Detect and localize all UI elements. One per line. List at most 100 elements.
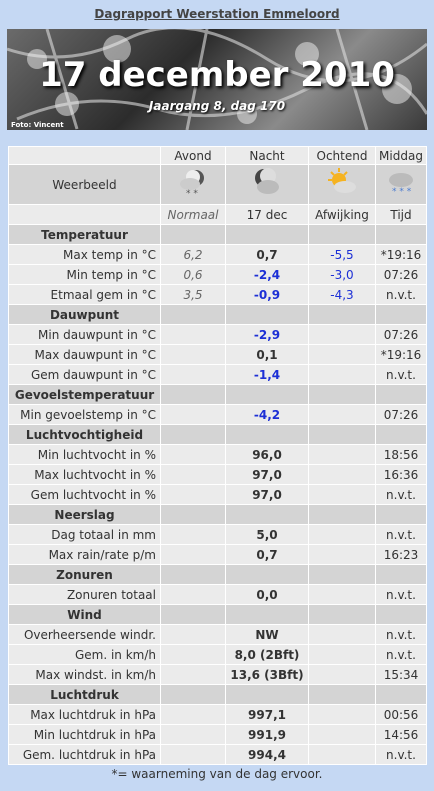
value: -2,9 (225, 324, 309, 345)
cell (308, 364, 376, 385)
cell (308, 524, 376, 545)
cell (160, 464, 226, 485)
cell (308, 224, 376, 245)
cell (308, 724, 376, 745)
cell (225, 564, 309, 585)
cell (308, 384, 376, 405)
value: 8,0 (2Bft) (225, 644, 309, 665)
cell (225, 224, 309, 245)
cell (375, 384, 427, 405)
cell (308, 644, 376, 665)
cell (308, 584, 376, 605)
report-table: Avond Nacht Ochtend Middag Weerbeeld * * * * *… (8, 146, 427, 765)
cell (225, 384, 309, 405)
row-label: Max luchtvocht in % (8, 464, 161, 485)
cell (375, 684, 427, 705)
section-row: Temperatuur (8, 224, 427, 245)
row-label: Max luchtdruk in hPa (8, 704, 161, 725)
cell (160, 624, 226, 645)
value: -3,0 (308, 264, 376, 285)
data-row: Min gevoelstemp in °C -4,2 07:26 (8, 404, 427, 425)
cell (308, 444, 376, 465)
section-row: Dauwpunt (8, 304, 427, 325)
row-label: Gem dauwpunt in °C (8, 364, 161, 385)
value: 18:56 (375, 444, 427, 465)
cell (160, 644, 226, 665)
banner-subtitle: Jaargang 8, dag 170 (148, 99, 286, 113)
row-label: Gem. in km/h (8, 644, 161, 665)
data-row: Min dauwpunt in °C -2,9 07:26 (8, 324, 427, 345)
cell (308, 424, 376, 445)
column-header: Middag (375, 146, 427, 165)
value: 0,7 (225, 244, 309, 265)
value: 5,0 (225, 524, 309, 545)
value: n.v.t. (375, 284, 427, 305)
cell (160, 504, 226, 525)
value: 6,2 (160, 244, 226, 265)
value: 15:34 (375, 664, 427, 685)
icon (255, 168, 279, 194)
cell (308, 484, 376, 505)
section-row: Wind (8, 604, 427, 625)
cell (308, 564, 376, 585)
cell (160, 604, 226, 625)
cell (160, 564, 226, 585)
section-row: Gevoelstemperatuur (8, 384, 427, 405)
data-row: Max luchtdruk in hPa 997,1 00:56 (8, 704, 427, 725)
value: 994,4 (225, 744, 309, 765)
cell (375, 424, 427, 445)
cell (375, 564, 427, 585)
value: -4,2 (225, 404, 309, 425)
cell (160, 404, 226, 425)
value: -0,9 (225, 284, 309, 305)
data-row: Dag totaal in mm 5,0 n.v.t. (8, 524, 427, 545)
cell (160, 304, 226, 325)
value: 0,0 (225, 584, 309, 605)
row-label: Min luchtdruk in hPa (8, 724, 161, 745)
cell (160, 704, 226, 725)
column-header: Nacht (225, 146, 309, 165)
row-label: Max windst. in km/h (8, 664, 161, 685)
value: 07:26 (375, 324, 427, 345)
value: n.v.t. (375, 584, 427, 605)
value: 0,7 (225, 544, 309, 565)
data-row: Min luchtdruk in hPa 991,9 14:56 (8, 724, 427, 745)
section-title: Temperatuur (8, 224, 161, 245)
cell (308, 704, 376, 725)
row-label: Etmaal gem in °C (8, 284, 161, 305)
cell (160, 424, 226, 445)
subheader: Afwijking (308, 204, 376, 225)
subheader: 17 dec (225, 204, 309, 225)
row-label: Min dauwpunt in °C (8, 324, 161, 345)
cell (225, 504, 309, 525)
data-row: Overheersende windr. NW n.v.t. (8, 624, 427, 645)
value: *19:16 (375, 344, 427, 365)
row-label: Min luchtvocht in % (8, 444, 161, 465)
svg-text:* * *: * * * (392, 187, 412, 197)
data-row: Max dauwpunt in °C 0,1 *19:16 (8, 344, 427, 365)
data-row: Zonuren totaal 0,0 n.v.t. (8, 584, 427, 605)
photo-credit: Foto: Vincent (11, 121, 64, 129)
banner: 17 december 2010 Jaargang 8, dag 170 Fot… (7, 29, 427, 130)
weather-icon: * * (160, 164, 226, 205)
row-label: Max temp in °C (8, 244, 161, 265)
cell (375, 304, 427, 325)
data-row: Min temp in °C 0,6 -2,4 -3,0 07:26 (8, 264, 427, 285)
banner-photo (7, 29, 427, 130)
value: 3,5 (160, 284, 226, 305)
section-title: Zonuren (8, 564, 161, 585)
value: 97,0 (225, 464, 309, 485)
cell (160, 364, 226, 385)
value: 16:36 (375, 464, 427, 485)
cell (160, 524, 226, 545)
value: 991,9 (225, 724, 309, 745)
row-label: Min temp in °C (8, 264, 161, 285)
value: 0,6 (160, 264, 226, 285)
value: 07:26 (375, 404, 427, 425)
value: -1,4 (225, 364, 309, 385)
value: -5,5 (308, 244, 376, 265)
cell (160, 684, 226, 705)
row-label: Dag totaal in mm (8, 524, 161, 545)
value: 16:23 (375, 544, 427, 565)
